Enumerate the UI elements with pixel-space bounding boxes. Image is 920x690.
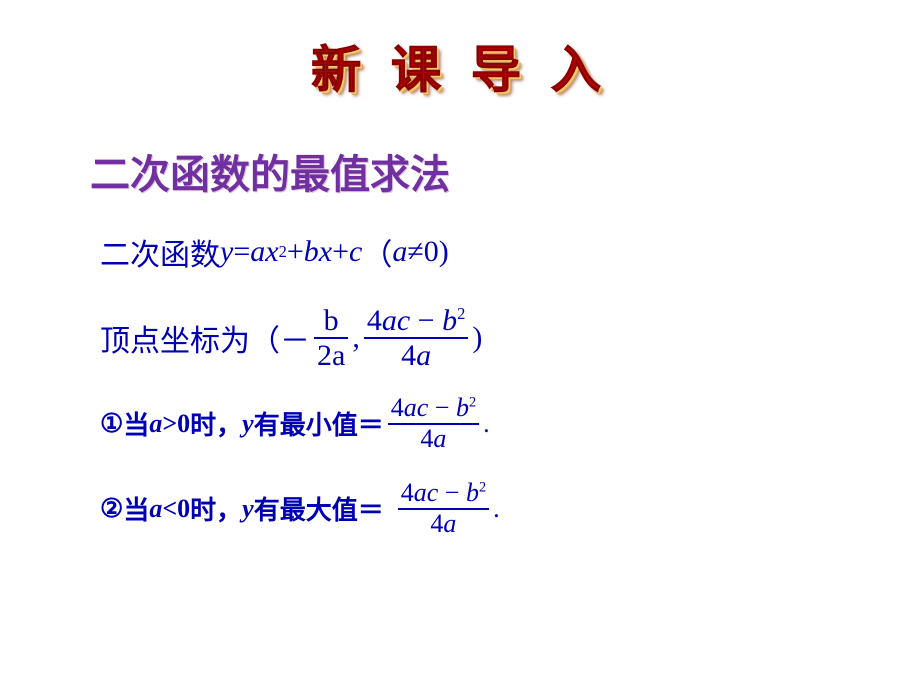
c2-frac: 4ac − b2 4a bbox=[398, 479, 489, 538]
f2-num-a: a bbox=[382, 304, 397, 337]
c1-num-c: c bbox=[417, 393, 429, 422]
c1-a: a bbox=[149, 409, 162, 439]
f2-den-4: 4 bbox=[401, 339, 416, 372]
vertex-minus: － bbox=[280, 316, 310, 360]
neq-sign: ≠ bbox=[407, 235, 423, 269]
var-x2: x bbox=[319, 235, 332, 269]
c2-num-c: c bbox=[427, 478, 439, 507]
c2-den-a: a bbox=[443, 509, 456, 538]
vertex-line: 顶点坐标为（ － b 2a , 4ac − b2 4a ) bbox=[100, 304, 920, 372]
c2-den-4: 4 bbox=[430, 509, 443, 538]
f1-den-2: 2 bbox=[317, 339, 332, 372]
c2-num-4: 4 bbox=[401, 478, 414, 507]
c1-shi: 时， bbox=[190, 405, 242, 442]
eq-sign: = bbox=[233, 235, 250, 269]
paren-left: （ bbox=[362, 230, 392, 274]
page-title: 新 课 导 入 bbox=[0, 30, 920, 102]
paren-right: ) bbox=[439, 235, 449, 269]
exp-2: 2 bbox=[279, 242, 287, 262]
c1-frac: 4ac − b2 4a bbox=[388, 394, 479, 453]
vertex-suffix: ) bbox=[472, 321, 482, 355]
c1-cond: >0 bbox=[162, 409, 190, 439]
var-b: b bbox=[304, 235, 319, 269]
f2-num-sq: 2 bbox=[457, 304, 465, 323]
c2-cond: <0 bbox=[162, 494, 190, 524]
c2-dot: . bbox=[493, 494, 500, 524]
var-y: y bbox=[220, 235, 233, 269]
case-max: ② 当 a <0 时， y 有最大值＝ 4ac − b2 4a . bbox=[100, 479, 920, 538]
zero: 0 bbox=[424, 235, 439, 269]
vertex-prefix: 顶点坐标为（ bbox=[100, 316, 280, 360]
c2-num-b: b bbox=[466, 478, 479, 507]
c1-circled: ① bbox=[100, 409, 123, 439]
var-x: x bbox=[265, 235, 278, 269]
c2-num-a: a bbox=[414, 478, 427, 507]
c2-shi: 时， bbox=[190, 490, 242, 527]
f2-num-minus: − bbox=[410, 304, 442, 337]
plus-2: + bbox=[332, 235, 349, 269]
vertex-comma: , bbox=[352, 321, 360, 355]
c2-when: 当 bbox=[123, 490, 149, 527]
title-container: 新 课 导 入 bbox=[0, 0, 920, 102]
f2-num-c: c bbox=[397, 304, 410, 337]
f1-den-a: a bbox=[332, 339, 345, 372]
c1-has: 有最小值＝ bbox=[254, 405, 384, 442]
f2-num-4: 4 bbox=[367, 304, 382, 337]
c1-den-4: 4 bbox=[420, 424, 433, 453]
c1-num-minus: − bbox=[428, 393, 456, 422]
var-a-cond: a bbox=[392, 235, 407, 269]
c1-num-4: 4 bbox=[391, 393, 404, 422]
vertex-frac1: b 2a bbox=[314, 304, 348, 372]
c1-den-a: a bbox=[433, 424, 446, 453]
c1-num-b: b bbox=[456, 393, 469, 422]
case-min: ① 当 a >0 时， y 有最小值＝ 4ac − b2 4a . bbox=[100, 394, 920, 453]
c2-circled: ② bbox=[100, 494, 123, 524]
c2-a: a bbox=[149, 494, 162, 524]
c2-has: 有最大值＝ bbox=[254, 490, 384, 527]
c1-y: y bbox=[242, 409, 254, 439]
f1-num-b: b bbox=[324, 304, 339, 337]
c2-num-sq: 2 bbox=[479, 480, 486, 496]
c2-num-minus: − bbox=[438, 478, 466, 507]
c2-y: y bbox=[242, 494, 254, 524]
c1-num-a: a bbox=[404, 393, 417, 422]
f2-den-a: a bbox=[416, 339, 431, 372]
vertex-frac2: 4ac − b2 4a bbox=[364, 304, 469, 372]
section-heading: 二次函数的最值求法 bbox=[90, 142, 920, 200]
var-c: c bbox=[349, 235, 362, 269]
plus-1: + bbox=[287, 235, 304, 269]
c1-dot: . bbox=[483, 409, 490, 439]
c1-num-sq: 2 bbox=[469, 394, 476, 410]
var-a: a bbox=[250, 235, 265, 269]
quadratic-definition: 二次函数 y = a x 2 + b x + c （ a ≠ 0 ) bbox=[100, 230, 920, 274]
def-prefix: 二次函数 bbox=[100, 230, 220, 274]
c1-when: 当 bbox=[123, 405, 149, 442]
f2-num-b: b bbox=[442, 304, 457, 337]
